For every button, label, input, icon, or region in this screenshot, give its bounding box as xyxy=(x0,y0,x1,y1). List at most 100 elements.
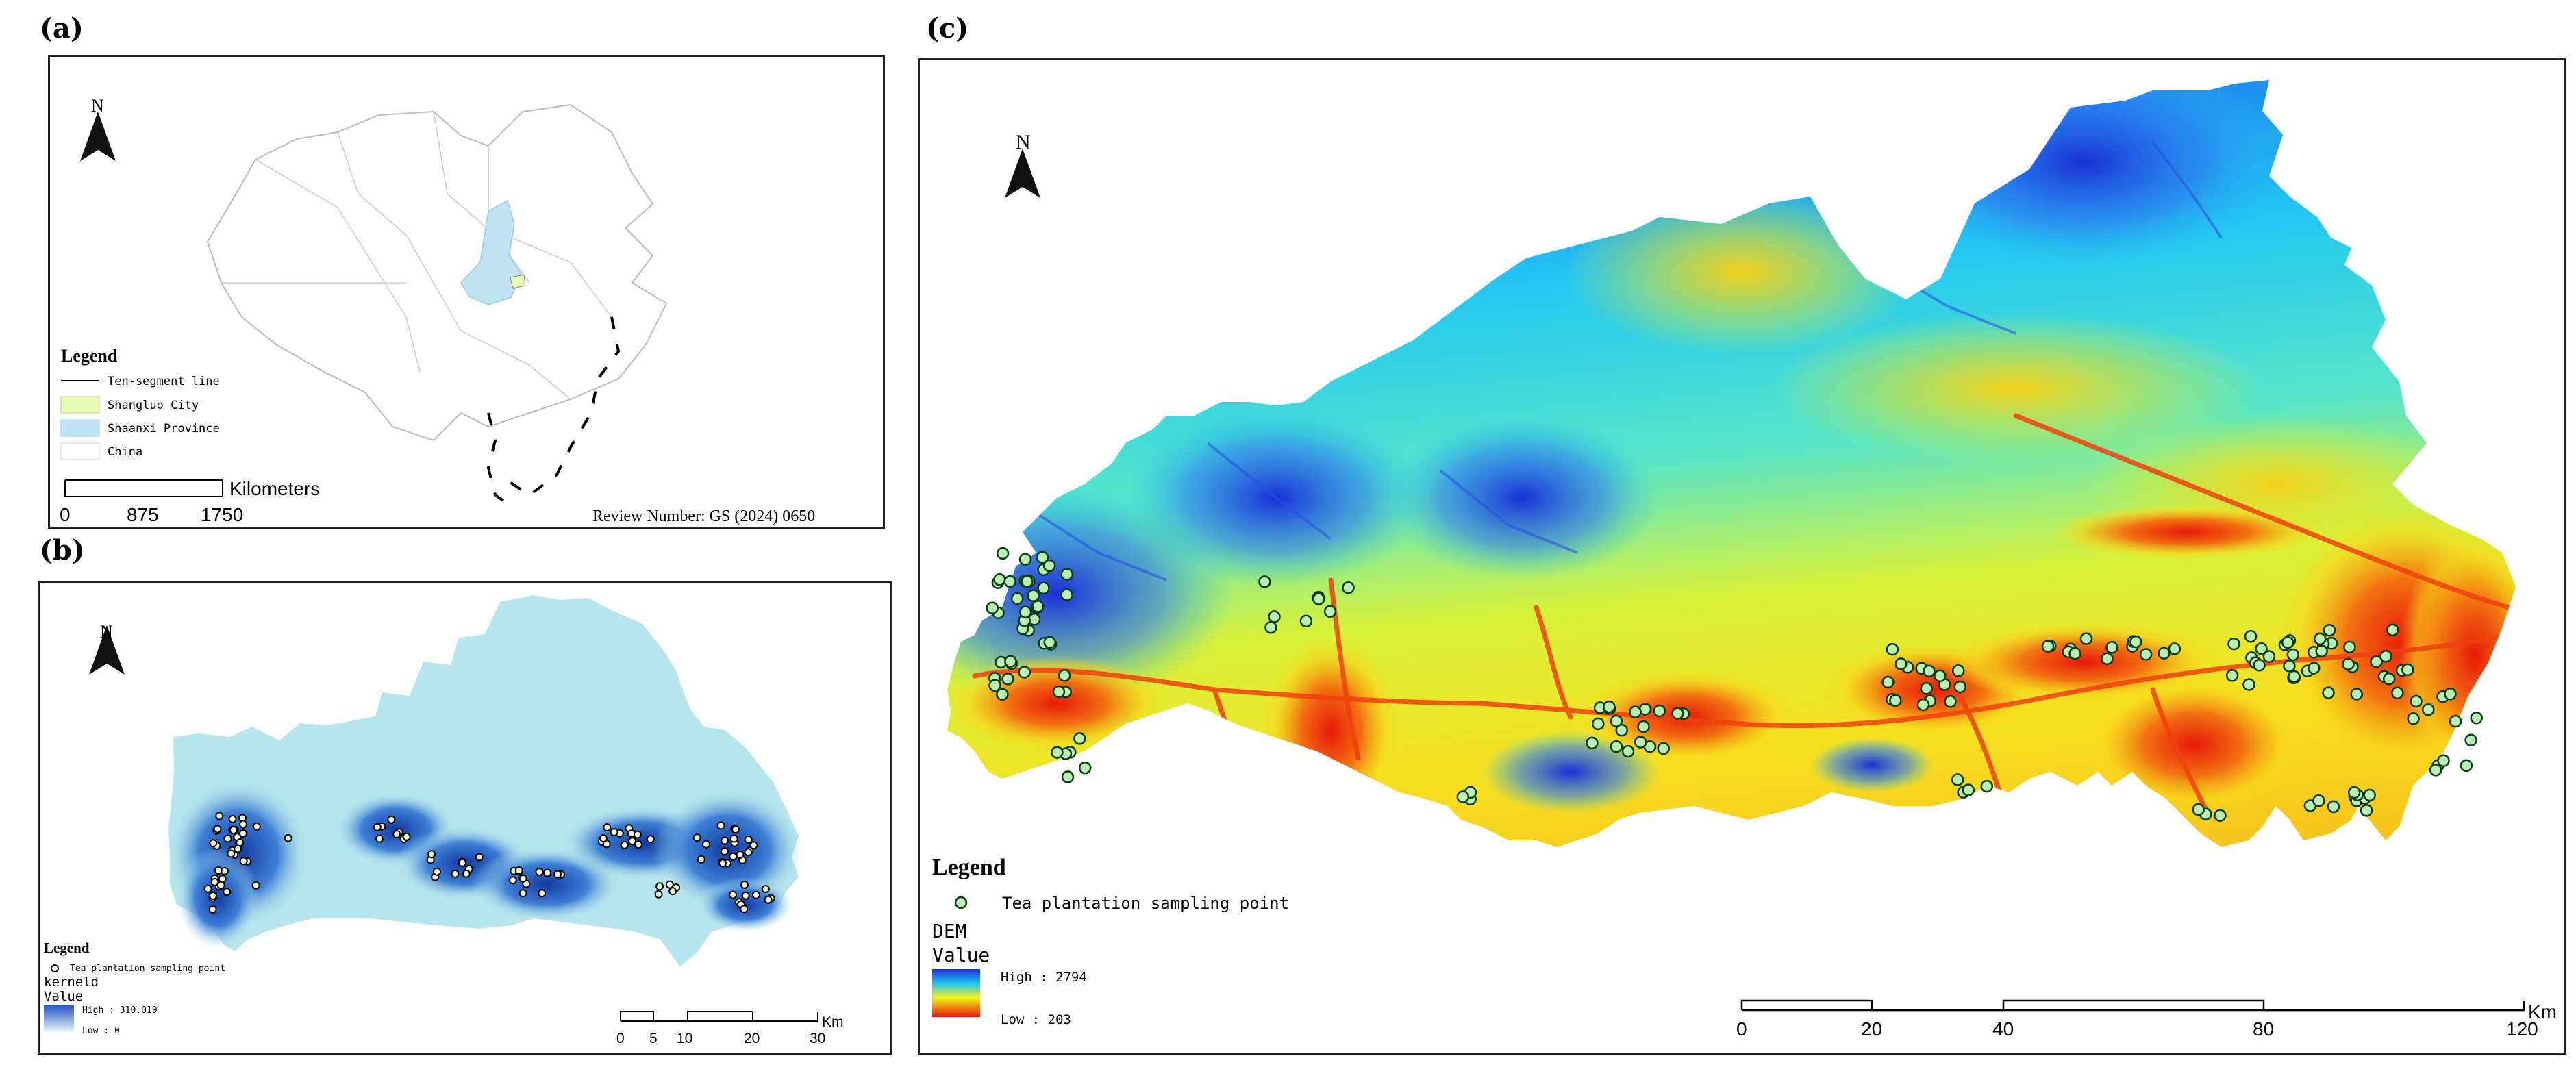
north-arrow-icon xyxy=(1005,149,1040,198)
value-label: Value xyxy=(44,989,83,1004)
sampling-point xyxy=(2242,678,2255,691)
scale-tick-4: 30 xyxy=(810,1031,825,1046)
sampling-point xyxy=(610,828,618,837)
sampling-point xyxy=(1073,732,1086,745)
sampling-point xyxy=(736,850,745,859)
china-map: N Legend Ten-segment line Shangluo City … xyxy=(60,96,815,525)
sampling-point xyxy=(375,834,384,843)
sampling-point xyxy=(1456,790,1470,803)
scale-tick-1: 20 xyxy=(1861,1018,1882,1040)
sampling-point xyxy=(1003,575,1016,588)
sampling-point xyxy=(1043,636,1056,649)
sampling-point xyxy=(1058,669,1071,682)
scale-tick-3: 20 xyxy=(744,1031,760,1046)
sampling-point xyxy=(646,835,655,844)
sampling-point xyxy=(203,884,212,893)
dem-map: N xyxy=(932,80,2557,1040)
scale-bar xyxy=(64,479,223,497)
north-arrow-icon xyxy=(80,112,116,161)
kernel-legend-ramp xyxy=(44,1005,74,1032)
sampling-point xyxy=(209,892,217,900)
sampling-point xyxy=(1920,682,1933,695)
sampling-point xyxy=(2429,764,2442,777)
shaanxi-province xyxy=(460,199,523,305)
sampling-point xyxy=(229,826,238,834)
dem-legend-ramp xyxy=(932,969,980,1017)
sampling-point xyxy=(2068,647,2081,660)
sampling-point xyxy=(2343,640,2356,654)
sampling-point xyxy=(1031,600,1045,613)
sampling-point xyxy=(1653,704,1666,718)
high-label: High : 310.019 xyxy=(82,1005,158,1016)
ten-segment-line xyxy=(486,316,621,510)
sampling-point xyxy=(2327,800,2340,814)
sampling-point xyxy=(1268,610,1281,623)
sampling-point xyxy=(1586,736,1599,750)
scale-tick-2: 1750 xyxy=(201,504,243,525)
sampling-point xyxy=(2360,804,2373,817)
sampling-point xyxy=(2323,623,2336,637)
sampling-point xyxy=(744,835,753,844)
sampling-point xyxy=(387,815,396,824)
sampling-point xyxy=(1962,783,1975,796)
sampling-point xyxy=(2101,652,2114,665)
sampling-point xyxy=(210,877,219,886)
sampling-point xyxy=(223,834,232,843)
svg-text:Ten-segment line: Ten-segment line xyxy=(108,375,220,388)
sampling-point xyxy=(1889,694,1902,707)
sampling-point xyxy=(2105,641,2118,654)
sampling-point xyxy=(2391,686,2404,700)
sampling-point xyxy=(2227,637,2240,651)
sampling-point xyxy=(654,890,663,899)
north-label: N xyxy=(1016,131,1031,153)
point-legend-symbol xyxy=(51,964,59,972)
sampling-point xyxy=(2168,642,2181,655)
sampling-point xyxy=(996,688,1009,701)
sampling-point xyxy=(2322,686,2335,699)
sampling-point xyxy=(2470,712,2483,725)
scale-tick-1: 875 xyxy=(127,504,159,525)
sampling-point xyxy=(236,838,245,847)
sampling-point xyxy=(239,829,247,838)
sampling-point xyxy=(1027,589,1040,602)
sampling-point xyxy=(2253,659,2266,672)
sampling-point xyxy=(1078,761,1092,775)
sampling-point xyxy=(1018,605,1032,618)
sampling-point xyxy=(1944,695,1957,708)
svg-text:China: China xyxy=(108,445,142,459)
sampling-point xyxy=(1060,588,1073,601)
sampling-point xyxy=(2386,623,2399,637)
sampling-point xyxy=(2286,648,2300,662)
sampling-point xyxy=(1980,779,1994,793)
sampling-point xyxy=(373,823,382,831)
raster-title: kerneld xyxy=(44,975,99,990)
sampling-point xyxy=(215,812,224,820)
scale-tick-1: 5 xyxy=(649,1031,658,1046)
sampling-point xyxy=(1037,581,1050,595)
sampling-point xyxy=(1916,698,1930,712)
sampling-point xyxy=(2312,794,2325,807)
panel-c-frame: N xyxy=(918,58,2566,1055)
sampling-point xyxy=(740,880,749,889)
sampling-point xyxy=(2444,688,2457,701)
scale-tick-2: 40 xyxy=(1992,1018,2014,1040)
sampling-point xyxy=(508,876,517,885)
sampling-points xyxy=(203,812,775,914)
sampling-point xyxy=(716,821,725,830)
scale-tick-0: 0 xyxy=(1736,1018,1747,1040)
low-label: Low : 203 xyxy=(1001,1012,1071,1027)
review-number: Review Number: GS (2024) 0650 xyxy=(592,507,815,525)
sampling-point xyxy=(1323,605,1337,618)
sampling-point xyxy=(2347,786,2361,799)
sampling-point xyxy=(993,573,1006,586)
sampling-point xyxy=(1312,592,1325,605)
sampling-point xyxy=(1042,559,1056,573)
sampling-point xyxy=(2350,688,2363,701)
sampling-point xyxy=(1621,744,1635,758)
high-label: High : 2794 xyxy=(1001,970,1087,985)
sampling-point xyxy=(2437,754,2450,767)
sampling-point xyxy=(451,869,460,878)
scale-tick-2: 10 xyxy=(677,1031,692,1046)
sampling-point xyxy=(2244,629,2258,643)
sampling-point xyxy=(1610,714,1623,727)
